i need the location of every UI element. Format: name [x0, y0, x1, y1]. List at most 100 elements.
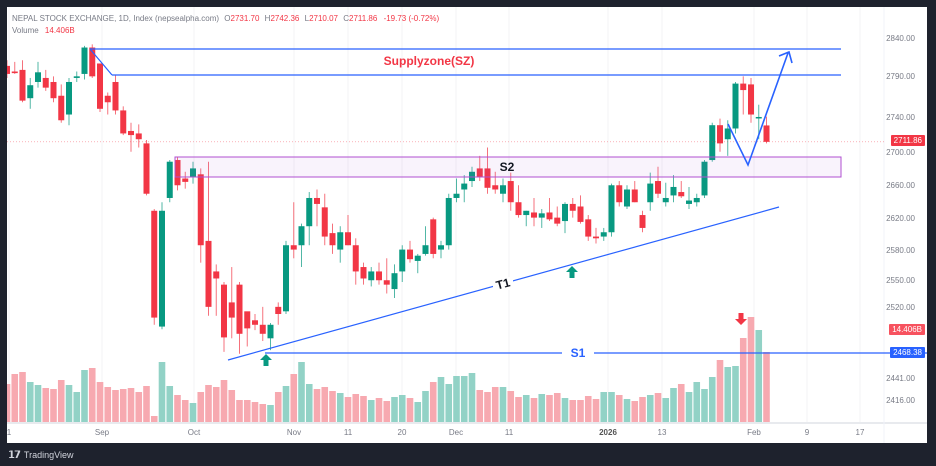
candle-body[interactable]: [624, 189, 630, 207]
candle-body[interactable]: [531, 212, 537, 218]
candle-body[interactable]: [213, 271, 220, 279]
candle-body[interactable]: [97, 63, 103, 109]
candle-body[interactable]: [407, 249, 413, 260]
candle-body[interactable]: [73, 76, 80, 78]
candle-body[interactable]: [399, 249, 406, 272]
candle-body[interactable]: [655, 181, 661, 194]
candle-body[interactable]: [166, 161, 173, 198]
candle-body[interactable]: [469, 171, 475, 182]
candle-body[interactable]: [345, 232, 351, 246]
candle-body[interactable]: [476, 168, 483, 177]
candle-body[interactable]: [66, 81, 72, 115]
candle-body[interactable]: [290, 245, 297, 250]
candle-body[interactable]: [128, 130, 134, 136]
candle-body[interactable]: [159, 210, 165, 327]
candle-body[interactable]: [182, 178, 189, 182]
volume-label[interactable]: Volume: [12, 26, 39, 35]
candle-body[interactable]: [7, 65, 10, 74]
candle-body[interactable]: [600, 232, 607, 237]
candle-body[interactable]: [717, 125, 723, 144]
candle-body[interactable]: [492, 185, 499, 190]
candle-body[interactable]: [732, 83, 739, 129]
candle-body[interactable]: [120, 110, 127, 134]
candle-body[interactable]: [197, 174, 204, 246]
candle-body[interactable]: [748, 84, 754, 115]
candle-body[interactable]: [445, 197, 452, 246]
candle-body[interactable]: [593, 236, 599, 239]
candle-body[interactable]: [724, 128, 731, 140]
candle-body[interactable]: [701, 161, 708, 196]
candle-body[interactable]: [608, 185, 615, 233]
candle-body[interactable]: [283, 245, 289, 312]
candle-body[interactable]: [329, 233, 336, 246]
candle-body[interactable]: [81, 47, 88, 74]
candle-body[interactable]: [306, 197, 313, 227]
candle-body[interactable]: [585, 219, 592, 237]
candle-body[interactable]: [360, 267, 367, 279]
candle-body[interactable]: [500, 185, 506, 194]
candle-body[interactable]: [422, 245, 429, 254]
candle-body[interactable]: [670, 186, 677, 196]
candle-body[interactable]: [151, 210, 158, 318]
candle-body[interactable]: [616, 185, 623, 203]
candle-body[interactable]: [391, 273, 398, 290]
candle-body[interactable]: [554, 217, 561, 224]
candle-body[interactable]: [42, 77, 49, 88]
candle-body[interactable]: [686, 200, 692, 204]
candle-body[interactable]: [577, 206, 584, 222]
candle-body[interactable]: [275, 306, 282, 315]
price-chart-canvas[interactable]: Supplyzone(SZ) S2 T1 S1 2840.00 2790.00 2740.0…: [7, 7, 927, 443]
candle-body[interactable]: [89, 47, 96, 77]
candle-body[interactable]: [259, 324, 266, 334]
candle-body[interactable]: [244, 311, 251, 329]
candle-body[interactable]: [35, 72, 41, 82]
candle-body[interactable]: [143, 143, 150, 194]
candle-body[interactable]: [562, 203, 568, 222]
candle-body[interactable]: [321, 207, 328, 237]
candle-body[interactable]: [19, 69, 26, 101]
candle-body[interactable]: [50, 81, 57, 99]
candle-body[interactable]: [112, 81, 119, 111]
candle-body[interactable]: [337, 232, 344, 250]
candle-body[interactable]: [538, 213, 545, 218]
symbol-title[interactable]: NEPAL STOCK EXCHANGE, 1D, Index (nepseal…: [12, 14, 220, 23]
candle-body[interactable]: [205, 240, 212, 307]
candle-body[interactable]: [252, 320, 258, 325]
s2-zone-rect[interactable]: [174, 156, 842, 178]
candle-body[interactable]: [414, 255, 421, 261]
candle-body[interactable]: [298, 226, 305, 246]
candle-body[interactable]: [58, 95, 65, 121]
candle-body[interactable]: [662, 197, 669, 203]
candle-body[interactable]: [763, 125, 770, 142]
candle-body[interactable]: [740, 83, 747, 91]
candle-body[interactable]: [755, 116, 762, 119]
candle-body[interactable]: [569, 203, 576, 211]
candle-body[interactable]: [515, 202, 522, 216]
candle-body[interactable]: [236, 284, 243, 334]
candle-body[interactable]: [104, 95, 111, 103]
candle-body[interactable]: [228, 302, 235, 318]
candle-body[interactable]: [11, 71, 18, 74]
candle-body[interactable]: [27, 85, 34, 99]
candle-body[interactable]: [135, 133, 142, 140]
candle-body[interactable]: [631, 189, 638, 203]
candle-body[interactable]: [190, 168, 196, 177]
candle-body[interactable]: [430, 219, 437, 254]
candle-body[interactable]: [693, 197, 700, 203]
candle-body[interactable]: [174, 160, 181, 186]
candle-body[interactable]: [368, 271, 375, 281]
candle-body[interactable]: [484, 168, 491, 188]
candle-body[interactable]: [461, 183, 468, 190]
candle-body[interactable]: [546, 212, 553, 220]
chart-frame[interactable]: NEPAL STOCK EXCHANGE, 1D, Index (nepseal…: [7, 7, 927, 443]
candle-body[interactable]: [523, 210, 530, 216]
candle-body[interactable]: [507, 181, 514, 203]
candle-body[interactable]: [267, 324, 274, 339]
candle-body[interactable]: [678, 192, 685, 197]
candle-body[interactable]: [352, 245, 359, 272]
candle-body[interactable]: [709, 125, 716, 161]
candle-body[interactable]: [438, 245, 444, 250]
candle-body[interactable]: [639, 215, 646, 228]
candle-body[interactable]: [221, 284, 227, 338]
projection-path[interactable]: [727, 52, 789, 168]
